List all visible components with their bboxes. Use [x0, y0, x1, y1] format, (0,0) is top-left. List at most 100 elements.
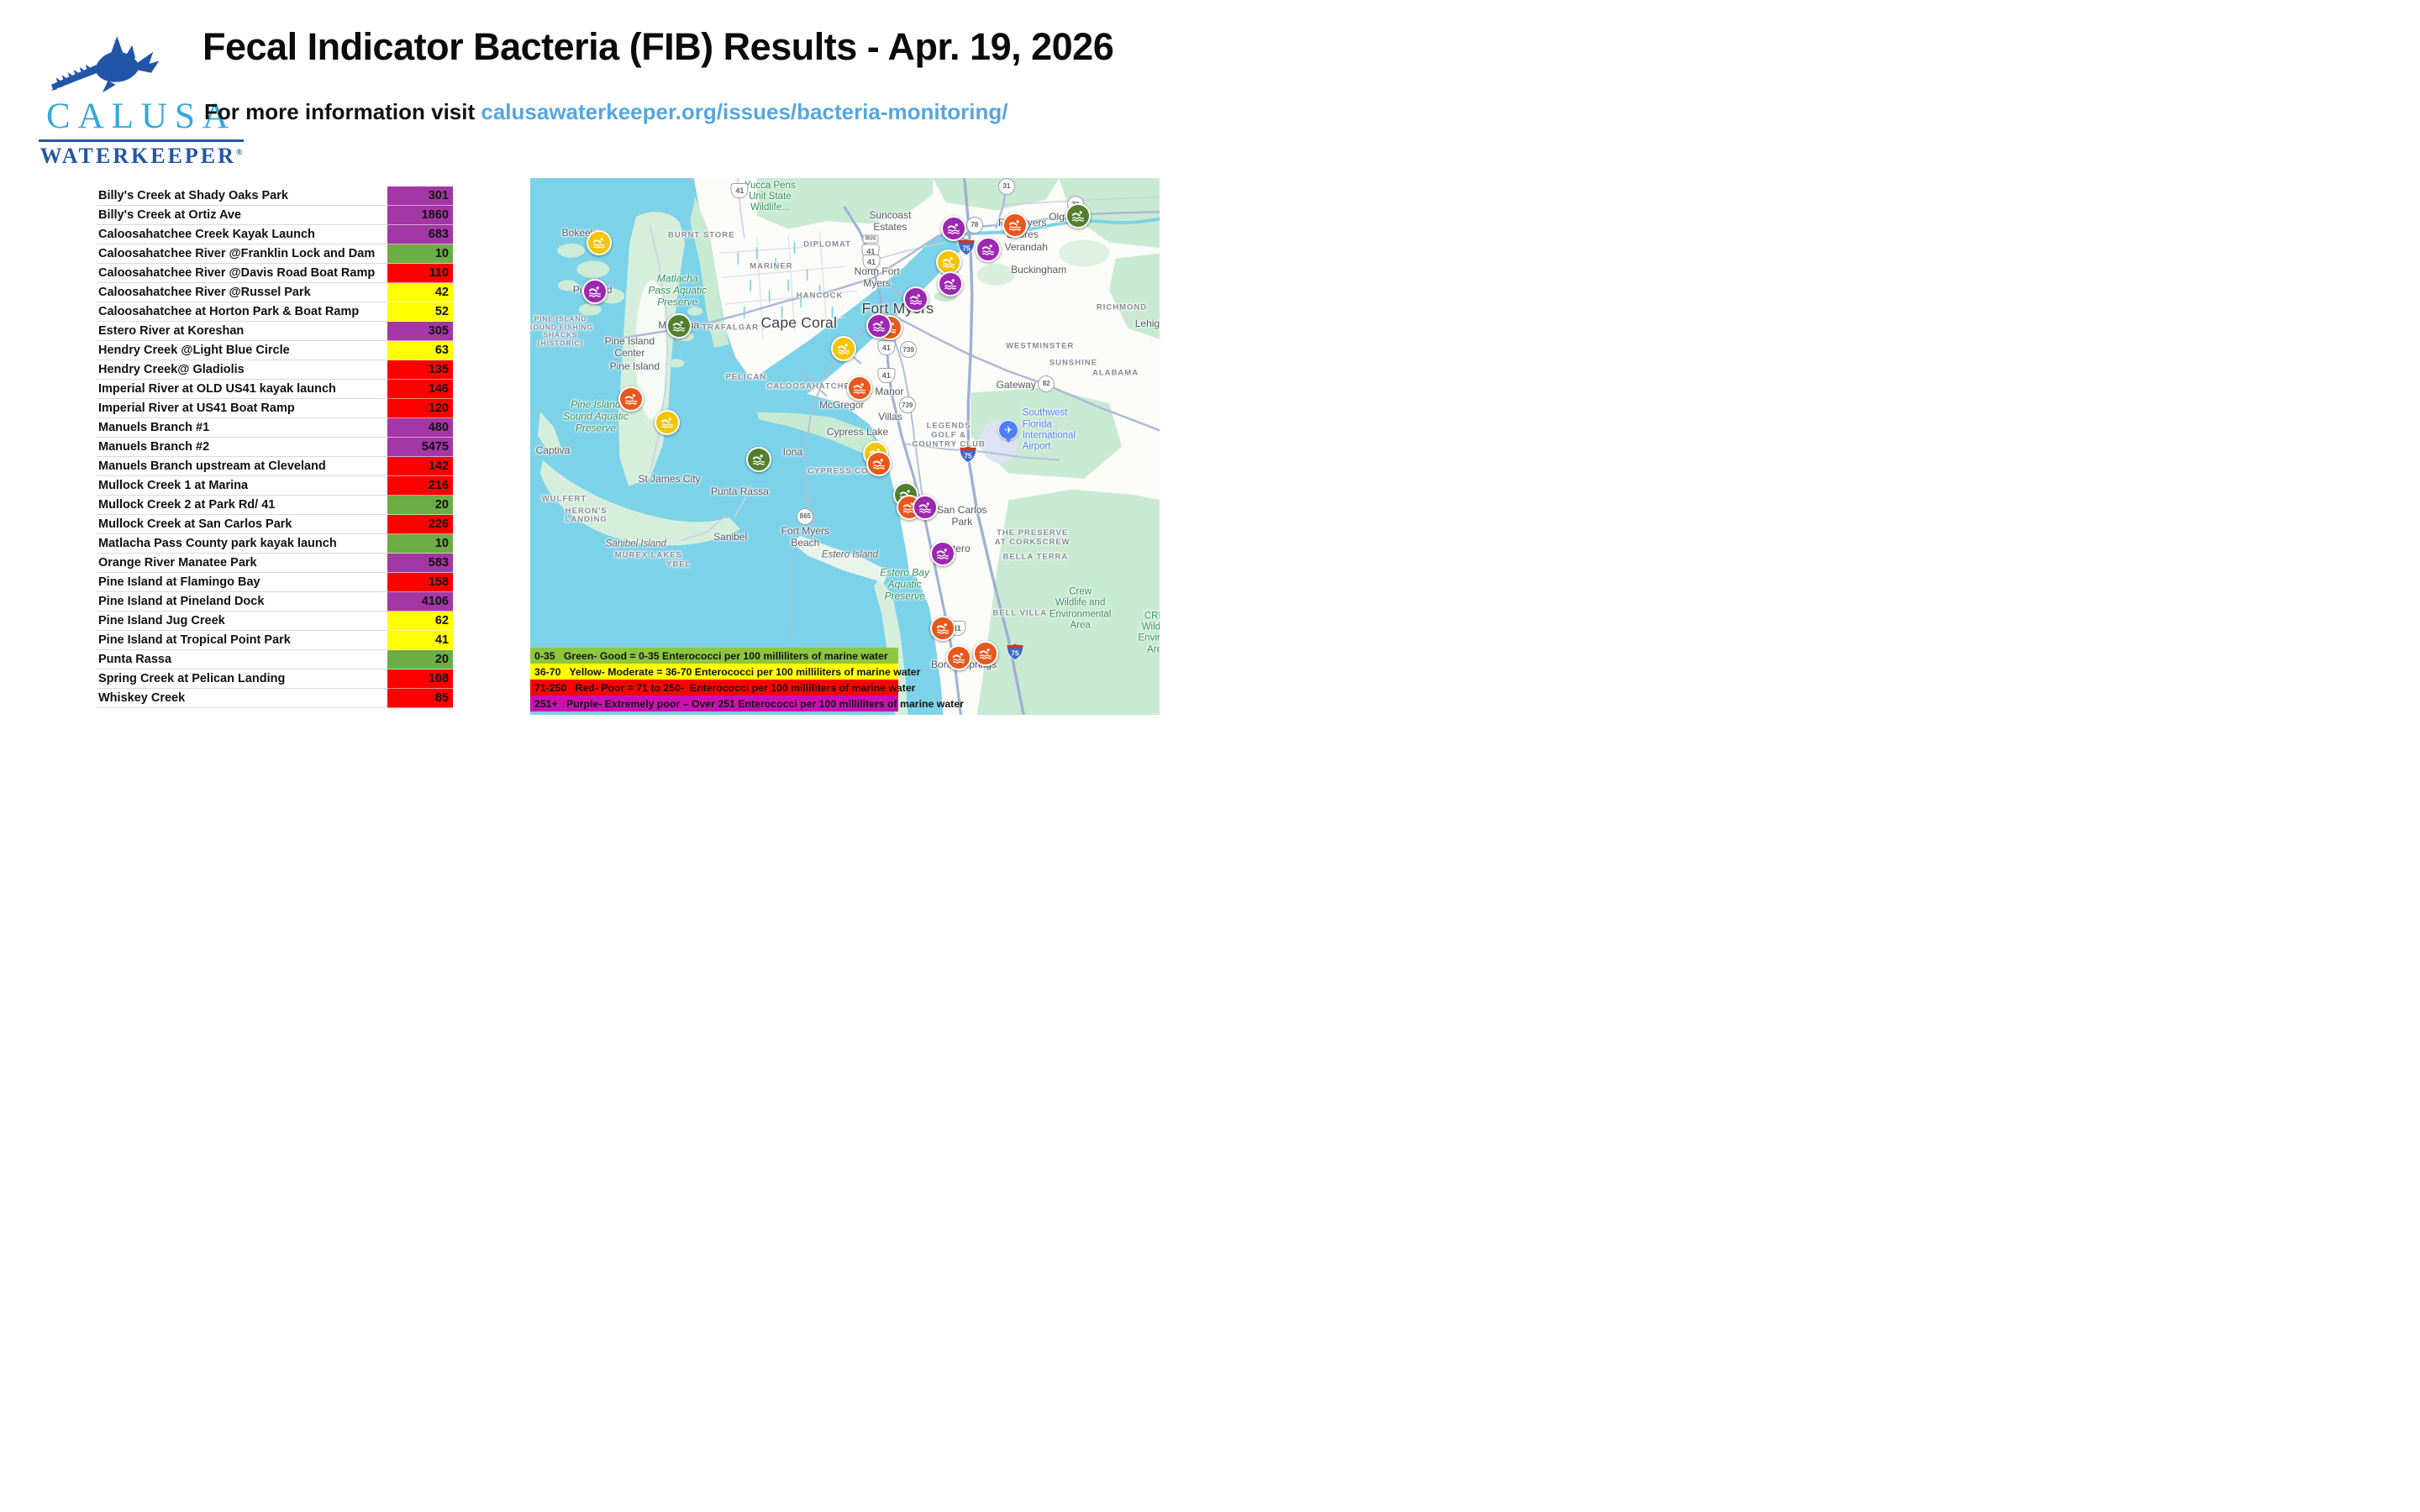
site-name: Manuels Branch upstream at Cleveland — [97, 457, 387, 476]
map-label-legends: LEGENDS GOLF & COUNTRY CLUB — [912, 421, 986, 449]
site-name: Billy's Creek at Ortiz Ave — [97, 206, 387, 225]
bus-route-tab: BUS — [862, 234, 879, 244]
route-shield-sr82: 82 — [1038, 375, 1055, 392]
map-label-hancock: HANCOCK — [796, 291, 844, 301]
site-name: Mullock Creek 1 at Marina — [97, 476, 387, 496]
site-marker-red — [865, 450, 892, 476]
site-marker-green — [745, 447, 771, 473]
logo-divider — [39, 139, 244, 142]
site-marker-purple — [975, 236, 1001, 262]
map-label-mariner: MARINER — [750, 261, 793, 271]
swimmer-icon — [944, 279, 957, 290]
map-label-pine-island-sound: Pine Island Sound Aquatic Preserve — [563, 398, 629, 434]
map-label-verandah: Verandah — [1004, 241, 1048, 254]
registered-mark: ® — [235, 148, 243, 158]
table-row: Estero River at Koreshan 305 — [97, 322, 453, 341]
swimmer-icon — [592, 238, 605, 249]
site-name: Caloosahatchee River @Franklin Lock and … — [97, 244, 387, 264]
site-value: 52 — [387, 302, 453, 322]
site-value: 216 — [387, 476, 453, 496]
legend-row: 71-250 Red- Poor = 71 to 250- Enterococc… — [530, 680, 915, 696]
map-label-iona: Iona — [782, 445, 803, 458]
swimmer-icon — [952, 653, 965, 664]
map-label-cypress-lake: Cypress Lake — [826, 425, 889, 438]
route-shield-us41-b: 41 — [862, 254, 881, 270]
site-name: Caloosahatchee Creek Kayak Launch — [97, 225, 387, 244]
map-label-sanibel-island: Sanibel Island — [605, 538, 666, 549]
legend-row: 36-70 Yellow- Moderate = 36-70 Enterococ… — [530, 664, 920, 680]
map-label-diplomat: DIPLOMAT — [803, 239, 851, 249]
route-shield-us41-top: 41 — [730, 183, 749, 199]
map-label-burnt-store: BURNT STORE — [667, 230, 735, 240]
site-name: Hendry Creek @Light Blue Circle — [97, 341, 387, 360]
table-row: Pine Island at Pineland Dock 4106 — [97, 592, 453, 612]
site-value: 10 — [387, 534, 453, 554]
table-row: Billy's Creek at Shady Oaks Park 301 — [97, 186, 453, 206]
route-shield-sr739-b: 739 — [898, 396, 916, 414]
site-value: 62 — [387, 612, 453, 631]
interstate-shield-icon: 75 — [1006, 643, 1023, 661]
map-label-westminster: WESTMINSTER — [1006, 341, 1075, 351]
site-name: Orange River Manatee Park — [97, 554, 387, 573]
table-row: Whiskey Creek 85 — [97, 689, 453, 708]
page-title: Fecal Indicator Bacteria (FIB) Results -… — [203, 25, 1114, 68]
interstate-shield-icon: 75 — [960, 446, 977, 464]
map-label-suncoast-estates: Suncoast Estates — [869, 209, 912, 234]
site-marker-purple — [929, 541, 955, 567]
site-name: Billy's Creek at Shady Oaks Park — [97, 186, 387, 206]
table-row: Matlacha Pass County park kayak launch 10 — [97, 534, 453, 554]
site-value: 305 — [387, 322, 453, 341]
site-name: Imperial River at US41 Boat Ramp — [97, 399, 387, 418]
site-marker-purple — [912, 495, 938, 521]
table-row: Mullock Creek 2 at Park Rd/ 41 20 — [97, 496, 453, 515]
site-marker-red — [929, 616, 955, 642]
map-label-villas: Villas — [878, 411, 902, 423]
table-row: Mullock Creek at San Carlos Park 226 — [97, 515, 453, 534]
calusa-waterkeeper-logo: CALUSA WATERKEEPER® — [34, 15, 252, 175]
map-label-bella-terra: BELLA TERRA — [1002, 552, 1069, 562]
interstate-shield-icon: 75 — [957, 239, 976, 256]
site-value: 480 — [387, 418, 453, 438]
map-label-matlacha-preserve: Matlacha Pass Aquatic Preserve — [648, 272, 708, 308]
site-name: Pine Island at Tropical Point Park — [97, 631, 387, 650]
map-label-north-fort-myers: North Fort Myers — [854, 265, 900, 289]
table-row: Billy's Creek at Ortiz Ave 1860 — [97, 206, 453, 225]
site-marker-purple — [582, 279, 608, 305]
page: CALUSA WATERKEEPER® Fecal Indicator Bact… — [0, 0, 1210, 756]
map-label-lehigh: Lehigh — [1134, 318, 1160, 330]
map: Yucca Pens Unit State Wildlife... Bokeeli… — [530, 178, 1160, 715]
site-value: 10 — [387, 244, 453, 264]
route-shield-sr739-a: 739 — [900, 341, 918, 359]
site-value: 42 — [387, 283, 453, 302]
map-label-cape-coral: Cape Coral — [760, 313, 838, 331]
site-name: Pine Island at Pineland Dock — [97, 592, 387, 612]
site-marker-red — [973, 641, 999, 667]
legend-row: 0-35 Green- Good = 0-35 Enterococci per … — [530, 648, 898, 664]
site-name: Spring Creek at Pelican Landing — [97, 669, 387, 689]
site-value: 583 — [387, 554, 453, 573]
site-value: 41 — [387, 631, 453, 650]
swimmer-icon — [624, 393, 637, 405]
site-value: 1860 — [387, 206, 453, 225]
map-label-estero-island: Estero Island — [821, 549, 879, 560]
table-row: Caloosahatchee River @Russel Park 42 — [97, 283, 453, 302]
info-link[interactable]: calusawaterkeeper.org/issues/bacteria-mo… — [481, 99, 1008, 124]
site-value: 63 — [387, 341, 453, 360]
table-row: Mullock Creek 1 at Marina 216 — [97, 476, 453, 496]
map-label-trafalgar: TRAFALGAR — [702, 323, 759, 333]
swimmer-icon — [872, 459, 885, 470]
map-label-crew-edge: CRE Wildlif Environ Are — [1138, 611, 1160, 655]
map-label-swfl-airport: Southwest Florida International Airport — [1022, 407, 1076, 452]
swimmer-icon — [1072, 210, 1085, 222]
map-label-wulfert: WULFERT — [541, 494, 587, 504]
map-label-gateway: Gateway — [996, 379, 1036, 391]
map-label-mcgregor: McGregor — [819, 399, 865, 412]
site-marker-yellow — [586, 230, 612, 256]
table-row: Caloosahatchee River @Davis Road Boat Ra… — [97, 264, 453, 283]
swimmer-icon — [672, 321, 685, 332]
map-label-fort-myers-beach: Fort Myers Beach — [781, 525, 829, 549]
table-row: Caloosahatchee at Horton Park & Boat Ram… — [97, 302, 453, 322]
table-row: Spring Creek at Pelican Landing 108 — [97, 669, 453, 689]
site-name: Manuels Branch #1 — [97, 418, 387, 438]
table-row: Punta Rassa 20 — [97, 650, 453, 669]
